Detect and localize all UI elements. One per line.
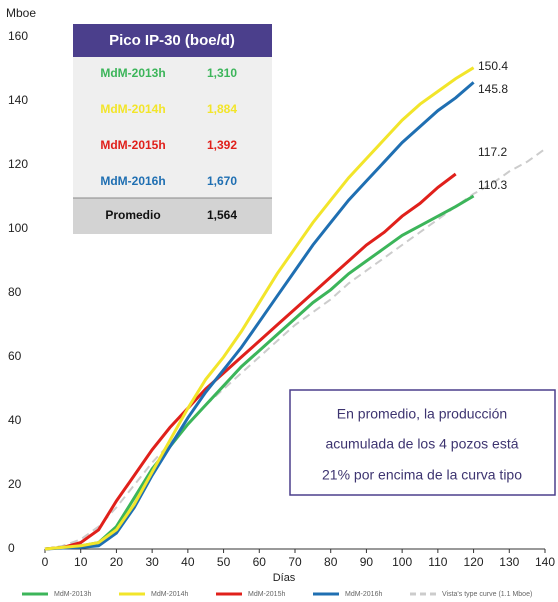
- annotation-line: En promedio, la producción: [337, 406, 507, 422]
- series-line: [44, 81, 475, 551]
- series-line: [44, 172, 457, 551]
- table-body: [73, 57, 272, 198]
- y-tick-label: 80: [8, 285, 22, 299]
- x-tick-label: 10: [74, 555, 88, 569]
- table-header: [73, 24, 272, 57]
- y-tick-label: 60: [8, 349, 22, 363]
- legend-label: MdM-2013h: [54, 591, 91, 598]
- end-label: 150.4: [478, 59, 508, 73]
- y-tick-label: 160: [8, 29, 28, 43]
- y-tick-label: 100: [8, 221, 28, 235]
- annotation-line: acumulada de los 4 pozos está: [325, 436, 518, 452]
- legend-label: MdM-2014h: [151, 591, 188, 598]
- x-axis-label: Días: [273, 572, 296, 584]
- table-row-label: MdM-2013h: [100, 66, 165, 80]
- annotation-line: 21% por encima de la curva tipo: [322, 467, 522, 483]
- x-tick-label: 130: [499, 555, 519, 569]
- table-row-value: 1,670: [207, 174, 237, 188]
- legend-label: Vista's type curve (1.1 Mboe): [442, 591, 532, 598]
- x-tick-label: 30: [145, 555, 159, 569]
- table-row-value: 1,392: [207, 138, 237, 152]
- x-tick-label: 140: [535, 555, 555, 569]
- x-tick-label: 110: [428, 555, 447, 569]
- legend-label: MdM-2015h: [248, 591, 285, 598]
- table-total-value: 1,564: [207, 208, 237, 222]
- annotation-box: [289, 389, 556, 496]
- end-label: 110.3: [478, 178, 507, 192]
- y-tick-label: 40: [8, 413, 22, 427]
- end-label: 145.8: [478, 82, 508, 96]
- x-tick-label: 120: [464, 555, 484, 569]
- y-tick-label: 140: [8, 93, 28, 107]
- table-row-label: MdM-2015h: [100, 138, 165, 152]
- table-title: Pico IP-30 (boe/d): [109, 32, 235, 49]
- table-total-row: [73, 198, 272, 234]
- y-axis-label: Mboe: [6, 6, 36, 20]
- x-tick-label: 20: [110, 555, 124, 569]
- x-tick-label: 0: [42, 555, 49, 569]
- table-row-label: MdM-2014h: [100, 102, 165, 116]
- table-row-label: MdM-2016h: [100, 174, 165, 188]
- y-tick-label: 0: [8, 541, 15, 555]
- y-tick-label: 120: [8, 157, 28, 171]
- table-row-value: 1,310: [207, 66, 237, 80]
- end-label: 117.2: [478, 145, 507, 159]
- y-tick-label: 20: [8, 477, 22, 491]
- x-tick-label: 60: [253, 555, 267, 569]
- x-tick-label: 80: [324, 555, 338, 569]
- series-line: [44, 66, 475, 551]
- table-total-label: Promedio: [105, 208, 160, 222]
- x-tick-label: 70: [288, 555, 302, 569]
- x-tick-label: 90: [360, 555, 374, 569]
- legend-label: MdM-2016h: [345, 591, 382, 598]
- x-tick-label: 40: [181, 555, 195, 569]
- x-tick-label: 50: [217, 555, 231, 569]
- series-line: [44, 194, 475, 551]
- x-tick-label: 100: [392, 555, 412, 569]
- table-row-value: 1,884: [207, 102, 237, 116]
